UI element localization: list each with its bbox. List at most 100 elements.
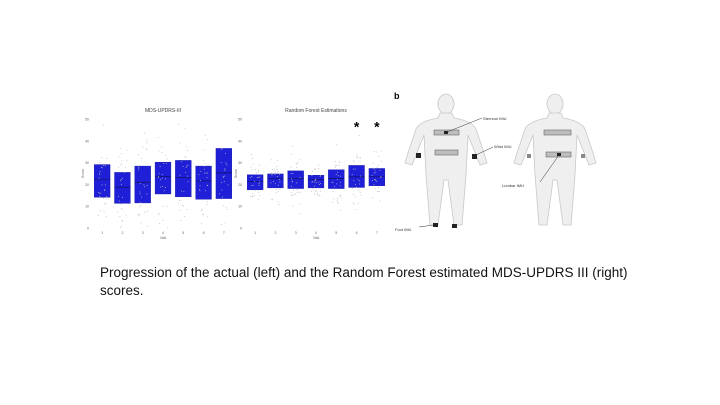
data-point xyxy=(225,152,227,154)
data-point xyxy=(336,178,338,180)
data-point xyxy=(380,160,382,162)
data-point xyxy=(354,168,356,170)
data-point xyxy=(179,209,181,211)
data-point xyxy=(221,189,223,191)
data-point xyxy=(181,190,183,192)
data-point xyxy=(126,149,128,151)
box xyxy=(328,169,345,189)
data-point xyxy=(163,162,165,164)
data-point xyxy=(251,185,253,187)
figure-caption: Progression of the actual (left) and the… xyxy=(100,265,628,298)
data-point xyxy=(223,181,225,183)
data-point xyxy=(157,136,159,138)
data-point xyxy=(258,177,260,179)
data-point xyxy=(376,167,378,169)
data-point xyxy=(207,172,209,174)
data-point xyxy=(357,179,359,181)
data-point xyxy=(106,196,108,198)
x-tick-label: 3 xyxy=(142,231,144,235)
data-point xyxy=(99,171,101,173)
data-point xyxy=(224,169,226,171)
significance-marker: * xyxy=(354,119,360,135)
data-point xyxy=(187,175,189,177)
data-point xyxy=(165,163,167,165)
data-point xyxy=(356,154,358,156)
y-tick-label: 0 xyxy=(87,227,89,231)
data-point xyxy=(275,189,277,191)
data-point xyxy=(138,206,140,208)
data-point xyxy=(277,171,279,173)
data-point xyxy=(256,176,258,178)
data-point xyxy=(373,151,375,153)
data-point xyxy=(257,198,259,200)
data-point xyxy=(254,189,256,191)
data-point xyxy=(336,164,338,166)
data-point xyxy=(122,209,124,211)
imu-placement-figure: b Sternum IMU Wrist IMU Lumbar IMU Foot … xyxy=(394,91,597,232)
box xyxy=(154,161,172,195)
data-point xyxy=(318,164,320,166)
data-point xyxy=(198,174,200,176)
data-point xyxy=(125,214,127,216)
data-point xyxy=(296,166,298,168)
data-point xyxy=(276,165,278,167)
data-point xyxy=(374,188,376,190)
foot-imu-label: Foot IMU xyxy=(395,227,412,232)
data-point xyxy=(224,222,226,224)
data-point xyxy=(207,164,209,166)
data-point xyxy=(199,189,201,191)
data-point xyxy=(337,201,339,203)
data-point xyxy=(187,181,189,183)
data-point xyxy=(227,184,229,186)
data-point xyxy=(297,191,299,193)
data-point xyxy=(199,190,201,192)
data-point xyxy=(314,193,316,195)
data-point xyxy=(222,176,224,178)
data-point xyxy=(334,165,336,167)
lumbar-imu-label: Lumbar IMU xyxy=(502,183,524,188)
data-point xyxy=(142,146,144,148)
data-point xyxy=(353,168,355,170)
data-point xyxy=(138,167,140,169)
data-point xyxy=(121,163,123,165)
data-point xyxy=(199,185,201,187)
data-point xyxy=(272,181,274,183)
box xyxy=(307,175,325,189)
data-point xyxy=(379,170,381,172)
data-point xyxy=(180,220,182,222)
data-point xyxy=(118,200,120,202)
data-point xyxy=(299,213,301,215)
data-point xyxy=(377,186,379,188)
x-tick-label: 1 xyxy=(101,231,103,235)
data-point xyxy=(120,153,122,155)
data-point xyxy=(270,182,272,184)
x-tick-label: 3 xyxy=(295,231,297,235)
data-point xyxy=(373,167,375,169)
data-point xyxy=(270,159,272,161)
data-point xyxy=(314,168,316,170)
data-point xyxy=(165,154,167,156)
data-point xyxy=(146,139,148,141)
data-point xyxy=(314,185,316,187)
data-point xyxy=(277,191,279,193)
data-point xyxy=(221,182,223,184)
data-point xyxy=(295,193,297,195)
panel-label: b xyxy=(394,91,400,101)
data-point xyxy=(292,145,294,147)
data-point xyxy=(251,169,253,171)
data-point xyxy=(299,203,301,205)
data-point xyxy=(359,157,361,159)
data-point xyxy=(252,185,254,187)
data-point xyxy=(292,172,294,174)
data-point xyxy=(103,210,105,212)
data-point xyxy=(184,216,186,218)
data-point xyxy=(360,194,362,196)
data-point xyxy=(340,195,342,197)
box xyxy=(175,160,192,198)
data-point xyxy=(99,173,101,175)
data-point xyxy=(103,189,105,191)
box xyxy=(215,148,232,199)
data-point xyxy=(249,177,251,179)
data-point xyxy=(206,204,208,206)
data-point xyxy=(374,169,376,171)
